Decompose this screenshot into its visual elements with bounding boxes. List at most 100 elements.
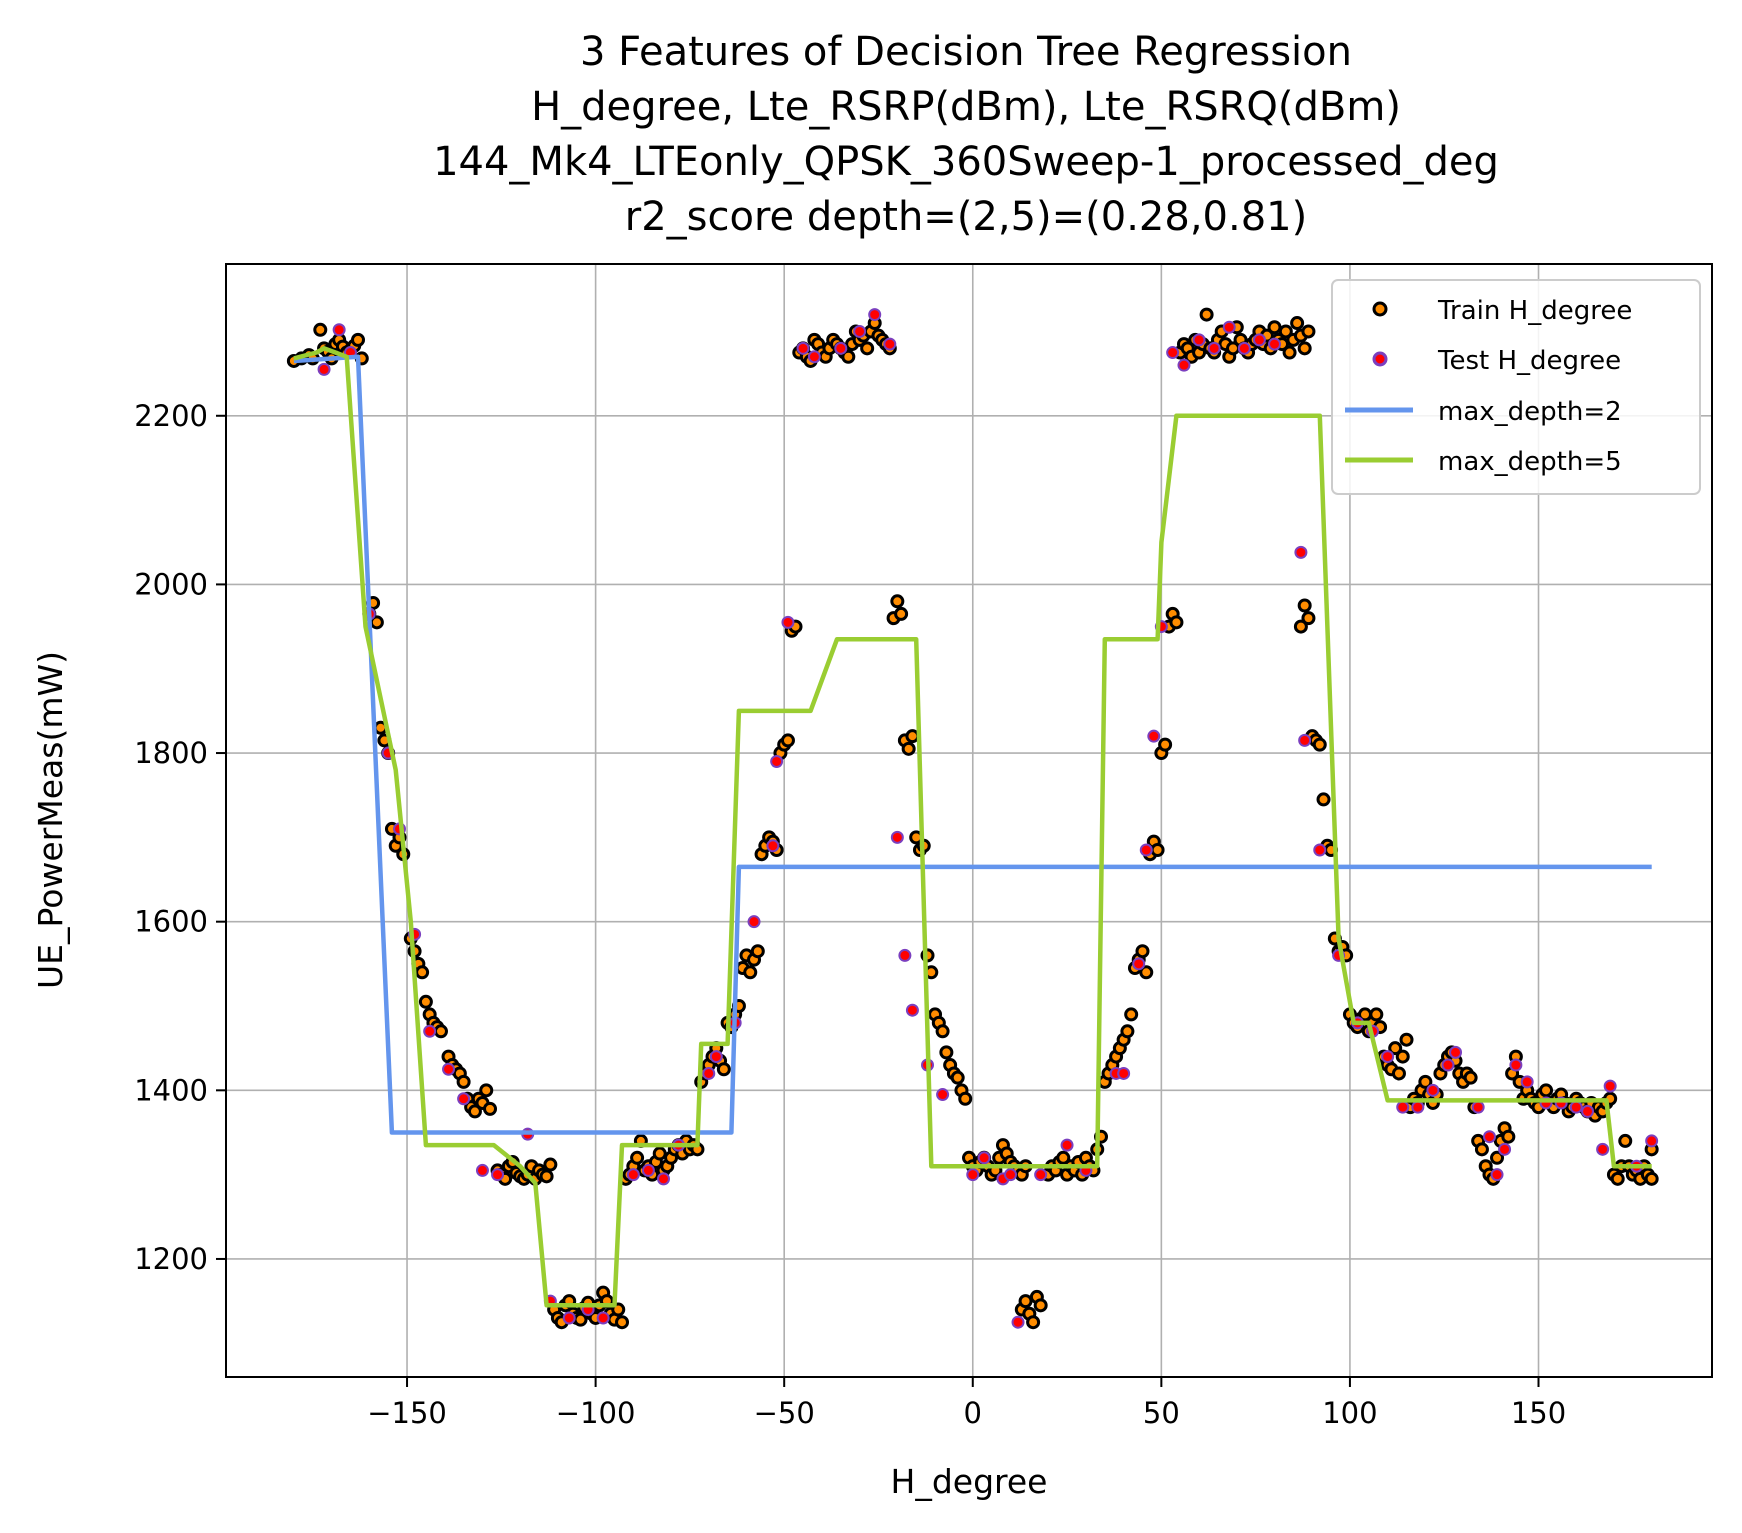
- test-point: [1252, 333, 1266, 347]
- test-point: [1298, 733, 1312, 747]
- train-point: [743, 965, 758, 980]
- train-point: [1267, 320, 1282, 335]
- train-point: [1033, 1298, 1048, 1313]
- train-point: [1026, 1315, 1041, 1330]
- test-point: [1482, 1130, 1496, 1144]
- test-point: [442, 1062, 456, 1076]
- legend-frame: [1331, 279, 1701, 495]
- y-tick-label: 1800: [134, 736, 208, 770]
- train-point: [1539, 1083, 1554, 1098]
- train-point: [630, 1150, 645, 1165]
- title-line-3: 144_Mk4_LTEonly_QPSK_360Sweep-1_processe…: [433, 139, 1499, 185]
- legend-train-marker: [1372, 301, 1388, 317]
- train-point: [1312, 737, 1327, 752]
- train-point: [1618, 1133, 1633, 1148]
- test-point: [890, 830, 904, 844]
- test-point: [1569, 1100, 1583, 1114]
- test-point: [1313, 843, 1327, 857]
- train-point: [958, 1091, 973, 1106]
- test-point: [1581, 1104, 1595, 1118]
- train-point: [1316, 792, 1331, 807]
- test-point: [1147, 729, 1161, 743]
- test-point: [781, 615, 795, 629]
- test-point: [977, 1151, 991, 1165]
- y-tick-label: 1200: [134, 1242, 208, 1276]
- train-point: [1490, 1150, 1505, 1165]
- train-point: [1278, 324, 1293, 339]
- train-point: [1018, 1294, 1033, 1309]
- legend-test-marker: [1372, 351, 1388, 367]
- y-tick-label: 1600: [134, 905, 208, 939]
- test-point: [1117, 1066, 1131, 1080]
- train-point: [901, 741, 916, 756]
- train-point: [841, 349, 856, 364]
- test-point: [747, 915, 761, 929]
- train-point: [1501, 1129, 1516, 1144]
- train-point: [1388, 1041, 1403, 1056]
- train-point: [894, 606, 909, 621]
- test-point: [1498, 1142, 1512, 1156]
- train-point: [573, 1312, 588, 1327]
- test-point: [770, 754, 784, 768]
- test-point: [1177, 358, 1191, 372]
- train-point: [1120, 1024, 1135, 1039]
- train-point: [1158, 737, 1173, 752]
- train-point: [1199, 307, 1214, 322]
- train-point: [1644, 1171, 1659, 1186]
- test-point: [1139, 843, 1153, 857]
- train-point: [615, 1315, 630, 1330]
- train-point: [716, 1062, 731, 1077]
- test-point: [1645, 1134, 1659, 1148]
- train-point: [1282, 345, 1297, 360]
- y-tick-label: 1400: [134, 1073, 208, 1107]
- test-point: [796, 341, 810, 355]
- train-point: [415, 965, 430, 980]
- test-point: [1011, 1315, 1025, 1329]
- test-point: [423, 1024, 437, 1038]
- test-point: [1381, 1050, 1395, 1064]
- test-point: [1471, 1100, 1485, 1114]
- train-point: [1297, 598, 1312, 613]
- test-point: [1449, 1045, 1463, 1059]
- test-point: [868, 308, 882, 322]
- chart-title: 3 Features of Decision Tree Regression H…: [433, 29, 1499, 240]
- train-point: [1169, 615, 1184, 630]
- train-point: [652, 1146, 667, 1161]
- train-point: [1290, 316, 1305, 331]
- title-line-4: r2_score depth=(2,5)=(0.28,0.81): [625, 194, 1307, 240]
- test-point: [834, 341, 848, 355]
- test-point: [317, 362, 331, 376]
- train-point: [483, 1101, 498, 1116]
- train-point: [313, 322, 328, 337]
- test-point: [853, 324, 867, 338]
- train-point: [456, 1074, 471, 1089]
- legend-train-label: Train H_degree: [1437, 296, 1632, 326]
- test-point: [1603, 1079, 1617, 1093]
- train-point: [950, 1070, 965, 1085]
- plot-series: [286, 307, 1659, 1330]
- test-point: [1222, 320, 1236, 334]
- plot-frame: [225, 263, 1713, 1378]
- test-point: [966, 1168, 980, 1182]
- train-point: [1418, 1074, 1433, 1089]
- test-point: [1490, 1168, 1504, 1182]
- x-tick-label: 0: [964, 1396, 982, 1430]
- test-point: [766, 839, 780, 853]
- train-point: [539, 1169, 554, 1184]
- train-point: [1463, 1070, 1478, 1085]
- x-tick-label: −100: [556, 1396, 636, 1430]
- y-tick-label: 2000: [134, 567, 208, 601]
- test-point: [457, 1092, 471, 1106]
- test-point: [1520, 1075, 1534, 1089]
- train-point: [479, 1083, 494, 1098]
- x-tick-label: −50: [754, 1396, 815, 1430]
- test-point: [905, 1003, 919, 1017]
- train-point: [860, 341, 875, 356]
- test-point: [1237, 341, 1251, 355]
- train-point: [1139, 965, 1154, 980]
- test-point: [1294, 545, 1308, 559]
- test-point: [562, 1311, 576, 1325]
